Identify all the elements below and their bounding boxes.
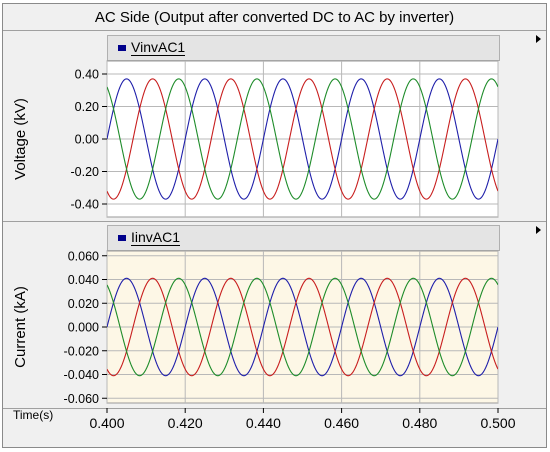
xtick-label: 0.420	[168, 415, 203, 431]
panel-divider	[3, 221, 546, 222]
current-yaxis-title: Current (kA)	[12, 286, 29, 368]
current-ytick-label: -0.040	[64, 368, 99, 382]
current-legend-label[interactable]: IinvAC1	[131, 229, 181, 246]
xtick-label: 0.440	[246, 415, 281, 431]
current-series-2-line	[107, 277, 498, 377]
chart-canvas: 0.40 0.20 0.00 -0.20 -0.40 Voltage (kV) 0.060 0…	[12, 60, 516, 431]
xtick-label: 0.480	[402, 415, 437, 431]
current-legend-swatch	[118, 235, 126, 241]
voltage-ytick-label: -0.40	[71, 198, 100, 212]
current-ytick-label: 0.040	[68, 273, 99, 287]
xtick-label: 0.460	[324, 415, 359, 431]
voltage-panel-expand-arrow-icon[interactable]	[536, 35, 541, 43]
xaxis-title: Time(s)	[13, 408, 53, 422]
window-title: AC Side (Output after converted DC to AC…	[3, 4, 546, 31]
current-ytick-label: -0.020	[64, 344, 99, 358]
plot-window: AC Side (Output after converted DC to AC…	[2, 3, 547, 448]
xtick-label: 0.500	[480, 415, 515, 431]
current-legend-bar[interactable]: IinvAC1	[107, 225, 500, 251]
voltage-legend-bar[interactable]: VinvAC1	[107, 35, 500, 61]
voltage-series-2-line	[107, 78, 498, 200]
voltage-series-0-line	[107, 78, 498, 200]
current-ytick-label: 0.020	[68, 297, 99, 311]
xtick-label: 0.400	[89, 415, 124, 431]
voltage-ytick-label: 0.20	[75, 100, 99, 114]
current-panel-expand-arrow-icon[interactable]	[536, 226, 541, 234]
current-ytick-label: 0.000	[68, 321, 99, 335]
voltage-ytick-label: 0.00	[75, 133, 99, 147]
current-series-1-line	[107, 277, 498, 377]
voltage-ytick-label: -0.20	[71, 165, 100, 179]
current-series-0-line	[107, 277, 498, 377]
voltage-yaxis-title: Voltage (kV)	[12, 98, 29, 180]
voltage-legend-label[interactable]: VinvAC1	[131, 39, 186, 56]
voltage-legend-swatch	[118, 45, 126, 51]
voltage-series-1-line	[107, 78, 498, 200]
current-ytick-label: -0.060	[64, 392, 99, 406]
voltage-ytick-label: 0.40	[75, 68, 99, 82]
current-ytick-label: 0.060	[68, 249, 99, 263]
window-title-text: AC Side (Output after converted DC to AC…	[94, 8, 455, 26]
xaxis-divider	[3, 408, 546, 409]
